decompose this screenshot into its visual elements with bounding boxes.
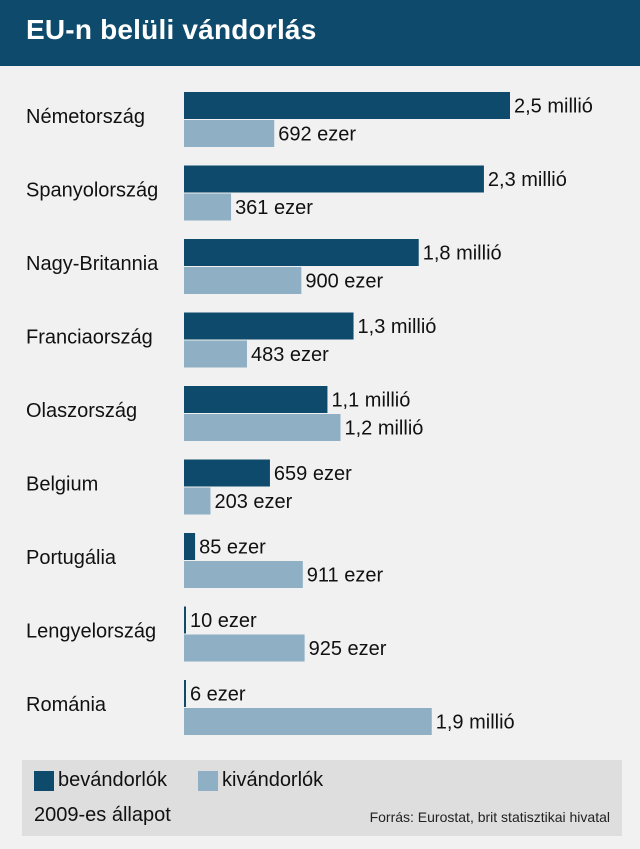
bar-emigrants (184, 340, 247, 368)
data-label-immigrants: 1,1 millió (331, 390, 410, 412)
data-label-immigrants: 659 ezer (274, 463, 352, 485)
data-label-emigrants: 900 ezer (305, 271, 383, 293)
bar-immigrants (184, 386, 328, 413)
data-label-immigrants: 1,8 millió (423, 243, 502, 265)
category-label: Nagy-Britannia (26, 253, 159, 275)
bar-emigrants (184, 561, 303, 588)
legend-swatch-immigrants (34, 770, 54, 791)
chart-title: EU-n belüli vándorlás (26, 14, 317, 45)
legend-item-emigrants: kivándorlók (198, 769, 323, 792)
bar-emigrants (184, 708, 432, 735)
legend-item-immigrants: bevándorlók (34, 769, 167, 792)
category-label: Németország (26, 106, 145, 128)
bar-immigrants (184, 239, 419, 266)
data-label-immigrants: 1,3 millió (358, 316, 437, 338)
bar-immigrants (184, 533, 196, 560)
legend-label-immigrants: bevándorlók (58, 769, 167, 791)
data-label-immigrants: 6 ezer (190, 684, 246, 706)
bar-immigrants (184, 459, 270, 487)
legend-swatch-emigrants (198, 770, 218, 791)
data-label-emigrants: 361 ezer (235, 197, 313, 219)
bar-immigrants (184, 165, 484, 193)
data-label-emigrants: 1,9 millió (436, 712, 515, 734)
bar-emigrants (184, 267, 302, 294)
bar-emigrants (184, 120, 275, 147)
data-label-emigrants: 1,2 millió (344, 418, 423, 440)
category-label: Románia (26, 694, 107, 716)
legend: bevándorlók kivándorlók 2009-es állapot … (22, 760, 622, 836)
bar-emigrants (184, 487, 211, 515)
bar-chart: Németország 2,5 millió 692 ezer Spanyolorsz… (26, 92, 593, 735)
data-label-immigrants: 2,5 millió (514, 96, 593, 118)
data-label-emigrants: 911 ezer (307, 565, 384, 587)
data-label-immigrants: 85 ezer (199, 537, 266, 559)
category-label: Portugália (26, 547, 117, 569)
bar-immigrants (184, 680, 186, 707)
data-label-immigrants: 10 ezer (190, 610, 257, 632)
category-label: Belgium (26, 474, 98, 496)
title-bar: EU-n belüli vándorlás (0, 0, 640, 66)
data-label-emigrants: 483 ezer (251, 344, 329, 366)
legend-label-emigrants: kivándorlók (222, 769, 324, 791)
bar-emigrants (184, 634, 305, 662)
category-label: Lengyelország (26, 621, 156, 643)
data-label-immigrants: 2,3 millió (488, 169, 567, 191)
date-note: 2009-es állapot (34, 804, 171, 826)
source-note: Forrás: Eurostat, brit statisztikai hiva… (369, 809, 610, 825)
bar-immigrants (184, 606, 186, 634)
data-label-emigrants: 692 ezer (278, 124, 356, 146)
category-label: Franciaország (26, 327, 153, 349)
bar-immigrants (184, 92, 510, 119)
category-label: Olaszország (26, 400, 137, 422)
bar-emigrants (184, 193, 232, 221)
data-label-emigrants: 925 ezer (309, 638, 387, 660)
data-label-emigrants: 203 ezer (214, 491, 292, 513)
bar-immigrants (184, 312, 354, 340)
bar-emigrants (184, 414, 341, 441)
category-label: Spanyolország (26, 180, 158, 202)
